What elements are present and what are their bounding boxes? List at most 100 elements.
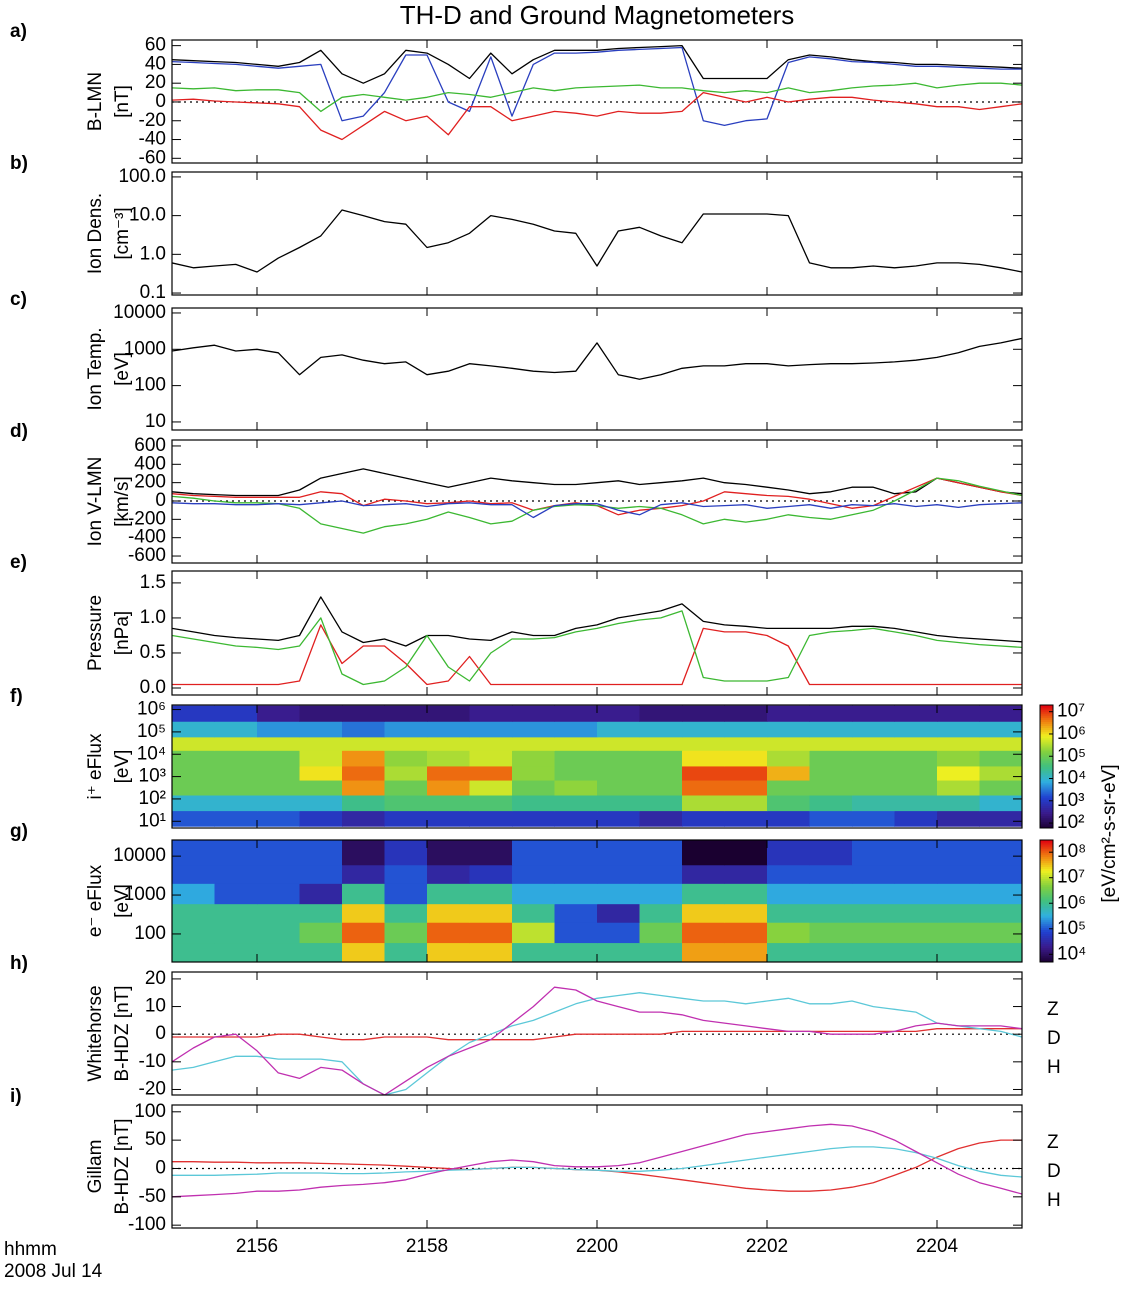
colorbar-segment [1040,709,1053,712]
colorbar-segment [1040,776,1053,780]
panel-letter: b) [10,153,28,174]
heatmap-cell [427,721,470,738]
heatmap-cell [937,794,980,812]
colorbar-segment [1040,739,1053,743]
colorbar-tick-label: 10³ [1057,790,1084,811]
heatmap-cell [554,942,598,962]
heatmap-cell [724,765,768,781]
heatmap-cell [682,864,725,884]
heatmap-cell [469,750,513,767]
heatmap-cell [937,942,980,962]
colorbar-segment [1040,719,1053,722]
series-line [172,1123,1022,1198]
heatmap-cell [809,736,853,751]
heatmap-cell [384,903,428,923]
colorbar-segment [1040,787,1053,790]
heatmap-cell [809,840,853,866]
colorbar-segment [1040,856,1053,859]
panel: i) Gillam B-HDZ [nT] ZDH -100 -50 0 50 100 2156 21… [10,1086,1061,1257]
heatmap-cell [214,750,258,767]
heatmap-cell [342,810,385,827]
heatmap-cell [342,883,385,905]
y-tick-label: -60 [139,147,166,168]
heatmap-cell [639,883,683,905]
heatmap-cell [724,794,768,812]
x-tick-label: 2158 [406,1236,448,1257]
colorbar-segment [1040,955,1053,959]
heatmap-cell [172,810,215,827]
colorbar-segment [1040,953,1053,957]
heatmap-cell [512,750,555,767]
heatmap-cell [214,705,258,722]
colorbar-segment [1040,919,1053,922]
heatmap-cell [937,840,980,866]
y-tick-label: 20 [145,72,166,93]
y-tick-label: 0.1 [140,282,166,303]
colorbar-segment [1040,884,1053,888]
heatmap-cell [172,705,215,722]
heatmap-cell [597,922,640,944]
colorbar-segment [1040,901,1053,904]
heatmap-cell [979,810,1022,827]
colorbar-segment [1040,723,1053,726]
x-tick-label: 2204 [916,1236,959,1257]
heatmap-cell [172,864,215,884]
heatmap-cell [937,922,980,944]
heatmap-cell [384,840,428,866]
y-tick-label: 10⁵ [137,721,166,742]
heatmap-cell [724,840,768,866]
heatmap-cell [979,922,1022,944]
panel-letter: a) [10,21,27,42]
colorbar-segment [1040,862,1053,865]
colorbar-segment [1040,860,1053,863]
y-tick-label: 100 [134,923,166,944]
series-line [172,500,1022,519]
heatmap-cell [852,942,895,962]
heatmap-cell [979,765,1022,781]
y-axis-label: B-LMN [85,72,106,131]
plot-area [172,596,1022,686]
heatmap-cell [257,765,300,781]
y-axis-label: B-HDZ [nT] [112,1118,133,1214]
heatmap-cell [682,780,725,796]
heatmap-cell [342,721,385,738]
colorbar-segment [1040,743,1053,747]
heatmap-cell [894,903,938,923]
heatmap-cell [299,922,343,944]
colorbar-segment [1040,778,1053,782]
heatmap-cell [214,721,258,738]
colorbar-segment [1040,733,1053,737]
heatmap-cell [427,883,470,905]
heatmap-cell [469,883,513,905]
heatmap-cell [554,736,598,751]
heatmap-cell [512,810,555,827]
heatmap-cell [214,736,258,751]
heatmap-cell [172,903,215,923]
colorbar-segment [1040,760,1053,763]
time-format-label: hhmm [4,1239,57,1260]
y-axis-label: Whitehorse [85,985,106,1081]
colorbar-segment [1040,821,1053,825]
heatmap-cell [852,794,895,812]
y-tick-label: 50 [145,1129,166,1150]
series-line [172,1028,1022,1041]
heatmap-cell [512,721,555,738]
series-line [172,82,1022,113]
colorbar-tick-label: 10² [1057,812,1084,833]
series-line [172,91,1022,141]
colorbar-segment [1040,872,1053,876]
heatmap-cell [554,864,598,884]
colorbar-segment [1040,754,1053,757]
heatmap-cell [257,736,300,751]
heatmap-cell [979,942,1022,962]
heatmap-cell [214,780,258,796]
colorbar-segment [1040,766,1053,770]
heatmap-cell [894,883,938,905]
heatmap-cell [937,750,980,767]
heatmap-cell [852,840,895,866]
heatmap-cell [342,765,385,781]
heatmap-cell [342,736,385,751]
colorbar-segment [1040,949,1053,953]
